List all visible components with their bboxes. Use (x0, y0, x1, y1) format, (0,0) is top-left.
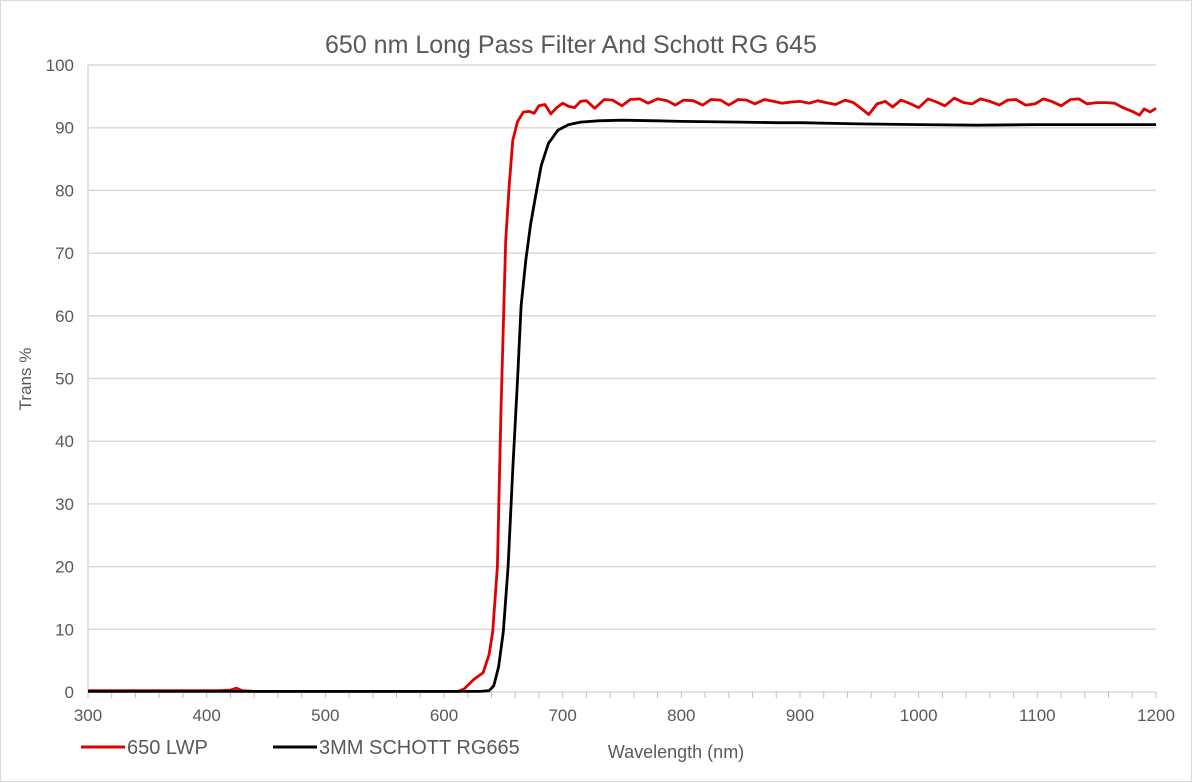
axis-ticks: 0 10 20 30 40 50 60 70 80 90 100 300 400 500 600 700 800… (46, 56, 1175, 725)
x-tick-label: 600 (430, 706, 458, 725)
x-tick-label: 1100 (1019, 706, 1056, 725)
x-tick-label: 700 (548, 706, 576, 725)
y-tick-label: 10 (55, 620, 74, 639)
chart-title: 650 nm Long Pass Filter And Schott RG 64… (325, 31, 817, 59)
y-tick-label: 70 (55, 244, 74, 263)
y-tick-label: 40 (55, 432, 74, 451)
x-tick-label: 800 (667, 706, 695, 725)
gridlines (87, 64, 1156, 693)
y-tick-label: 0 (65, 683, 74, 702)
x-tick-label: 300 (74, 706, 102, 725)
y-tick-label: 90 (55, 119, 74, 138)
y-axis-label: Trans % (16, 348, 35, 411)
y-tick-label: 30 (55, 495, 74, 514)
y-tick-label: 100 (46, 56, 74, 75)
legend-label: 3MM SCHOTT RG665 (319, 737, 520, 759)
y-tick-label: 20 (55, 558, 74, 577)
x-tick-label: 400 (192, 706, 220, 725)
series-line-1 (88, 118, 1156, 693)
y-tick-label: 60 (55, 307, 74, 326)
series-line-0 (88, 96, 1157, 693)
x-tick-label: 500 (311, 706, 339, 725)
x-tick-label: 900 (786, 706, 814, 725)
x-tick-label: 1000 (900, 706, 938, 725)
legend-label: 650 LWP (127, 737, 208, 759)
x-tick-label: 1200 (1137, 706, 1175, 725)
legend: 650 LWP 3MM SCHOTT RG665 (81, 737, 520, 759)
series-lines (88, 96, 1157, 693)
y-tick-label: 80 (55, 181, 74, 200)
x-axis-label: Wavelength (nm) (608, 742, 744, 762)
y-tick-label: 50 (55, 370, 74, 389)
